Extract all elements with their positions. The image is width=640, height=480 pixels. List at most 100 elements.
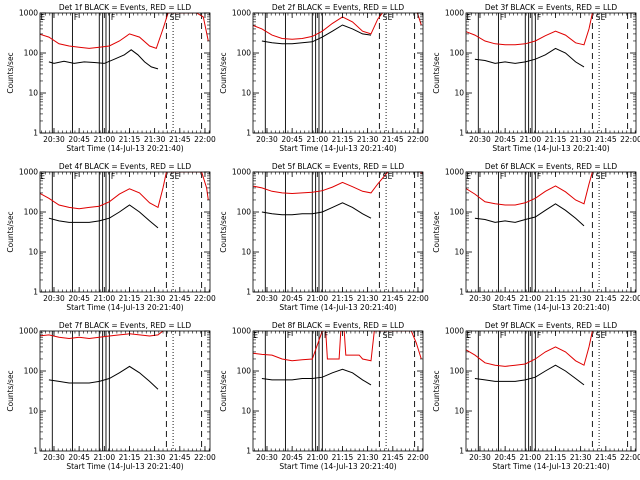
interval-label: S <box>596 13 601 22</box>
x-tick-label: 22:00 <box>620 135 640 144</box>
x-axis-label: Start Time (14-Jul-13 20:21:40) <box>279 144 396 153</box>
x-axis-label: Start Time (14-Jul-13 20:21:40) <box>279 303 396 312</box>
interval-label: S <box>383 13 388 22</box>
y-tick-label: 10 <box>454 407 464 416</box>
y-axis-label: Counts/sec <box>6 52 15 93</box>
lld-series-line <box>466 331 593 367</box>
x-tick-label: 20:30 <box>469 135 491 144</box>
plot-area <box>40 172 209 292</box>
y-tick-label: 1 <box>246 288 251 297</box>
lld-series-line <box>466 172 593 206</box>
x-tick-label: 20:45 <box>281 294 303 303</box>
y-tick-label: 100 <box>24 49 39 58</box>
plot-frame <box>39 12 211 134</box>
x-tick-label: 20:30 <box>43 135 65 144</box>
chart-title: Det 8f BLACK = Events, RED = LLD <box>272 321 405 330</box>
y-tick-label: 1 <box>246 129 251 138</box>
x-tick-label: 21:30 <box>357 453 379 462</box>
x-tick-label: 21:15 <box>545 135 567 144</box>
x-tick-label: 21:30 <box>144 453 166 462</box>
interval-label: E <box>466 13 471 22</box>
x-tick-label: 21:45 <box>595 135 617 144</box>
lld-series-line <box>466 13 593 46</box>
lld-series-line <box>40 13 209 50</box>
y-tick-label: 100 <box>450 49 465 58</box>
plot-area <box>40 13 209 133</box>
plot-frame <box>252 171 424 293</box>
x-tick-label: 21:15 <box>545 294 567 303</box>
lightcurve-panel: 1 10 100 1000 20:30 20:45 21:00 21:15 21:30 21:45… <box>6 321 216 471</box>
x-tick-label: 21:15 <box>119 453 141 462</box>
x-axis-label: Start Time (14-Jul-13 20:21:40) <box>279 462 396 471</box>
y-tick-label: 1000 <box>232 327 251 336</box>
events-series-line <box>48 365 159 390</box>
events-series-line <box>261 24 372 45</box>
interval-label: S <box>170 13 175 22</box>
interval-label: E <box>388 13 393 22</box>
x-tick-label: 20:45 <box>494 294 516 303</box>
interval-label: E <box>601 13 606 22</box>
chart-title: Det 2f BLACK = Events, RED = LLD <box>272 3 405 12</box>
x-tick-label: 20:45 <box>494 135 516 144</box>
x-tick-label: 21:00 <box>93 294 115 303</box>
y-axis-label: Counts/sec <box>432 52 441 93</box>
interval-label: E <box>40 13 45 22</box>
x-tick-label: 20:45 <box>281 135 303 144</box>
x-tick-label: 21:00 <box>306 294 328 303</box>
x-tick-label: 21:45 <box>595 294 617 303</box>
interval-label: S <box>383 331 388 340</box>
x-tick-label: 21:15 <box>545 453 567 462</box>
x-tick-label: 21:00 <box>519 453 541 462</box>
events-series-line <box>48 204 159 229</box>
y-tick-label: 100 <box>237 208 252 217</box>
x-tick-label: 20:45 <box>494 453 516 462</box>
x-tick-label: 21:30 <box>144 135 166 144</box>
chart-title: Det 1f BLACK = Events, RED = LLD <box>59 3 192 12</box>
plot-frame <box>39 330 211 452</box>
x-tick-label: 21:00 <box>93 135 115 144</box>
events-series-line <box>474 47 585 68</box>
x-tick-label: 21:45 <box>169 135 191 144</box>
interval-label: E <box>466 172 471 181</box>
interval-label: E <box>388 331 393 340</box>
y-tick-label: 1 <box>33 129 38 138</box>
x-tick-label: 20:30 <box>469 294 491 303</box>
lld-series-line <box>40 331 164 340</box>
interval-label: E <box>175 13 180 22</box>
y-axis-label: Counts/sec <box>219 52 228 93</box>
plot-area <box>253 331 422 451</box>
interval-label: F <box>287 331 291 340</box>
x-tick-label: 21:15 <box>119 135 141 144</box>
y-tick-label: 10 <box>241 89 251 98</box>
y-tick-label: 100 <box>24 367 39 376</box>
x-tick-label: 21:45 <box>169 453 191 462</box>
y-tick-label: 100 <box>237 367 252 376</box>
interval-label: F <box>74 13 78 22</box>
plot-frame <box>252 12 424 134</box>
y-axis-label: Counts/sec <box>219 211 228 252</box>
x-axis-label: Start Time (14-Jul-13 20:21:40) <box>66 144 183 153</box>
chart-title: Det 5f BLACK = Events, RED = LLD <box>272 162 405 171</box>
plot-area <box>466 172 629 292</box>
x-tick-label: 21:15 <box>119 294 141 303</box>
y-tick-label: 1000 <box>232 9 251 18</box>
y-tick-label: 1000 <box>445 168 464 177</box>
interval-label: E <box>601 172 606 181</box>
x-tick-label: 21:00 <box>306 135 328 144</box>
y-tick-label: 10 <box>28 89 38 98</box>
y-tick-label: 10 <box>241 248 251 257</box>
lightcurve-panel: S E 1 10 100 1000 20:30 20:45 21:00 21:15 21:30 21:… <box>219 162 429 312</box>
x-tick-label: 22:00 <box>194 453 216 462</box>
y-tick-label: 1 <box>33 447 38 456</box>
x-tick-label: 21:15 <box>332 135 354 144</box>
x-tick-label: 21:45 <box>169 294 191 303</box>
plot-frame <box>39 171 211 293</box>
interval-label: F <box>74 172 78 181</box>
x-tick-label: 20:45 <box>68 294 90 303</box>
interval-label: F <box>537 331 541 340</box>
y-tick-label: 1000 <box>19 9 38 18</box>
